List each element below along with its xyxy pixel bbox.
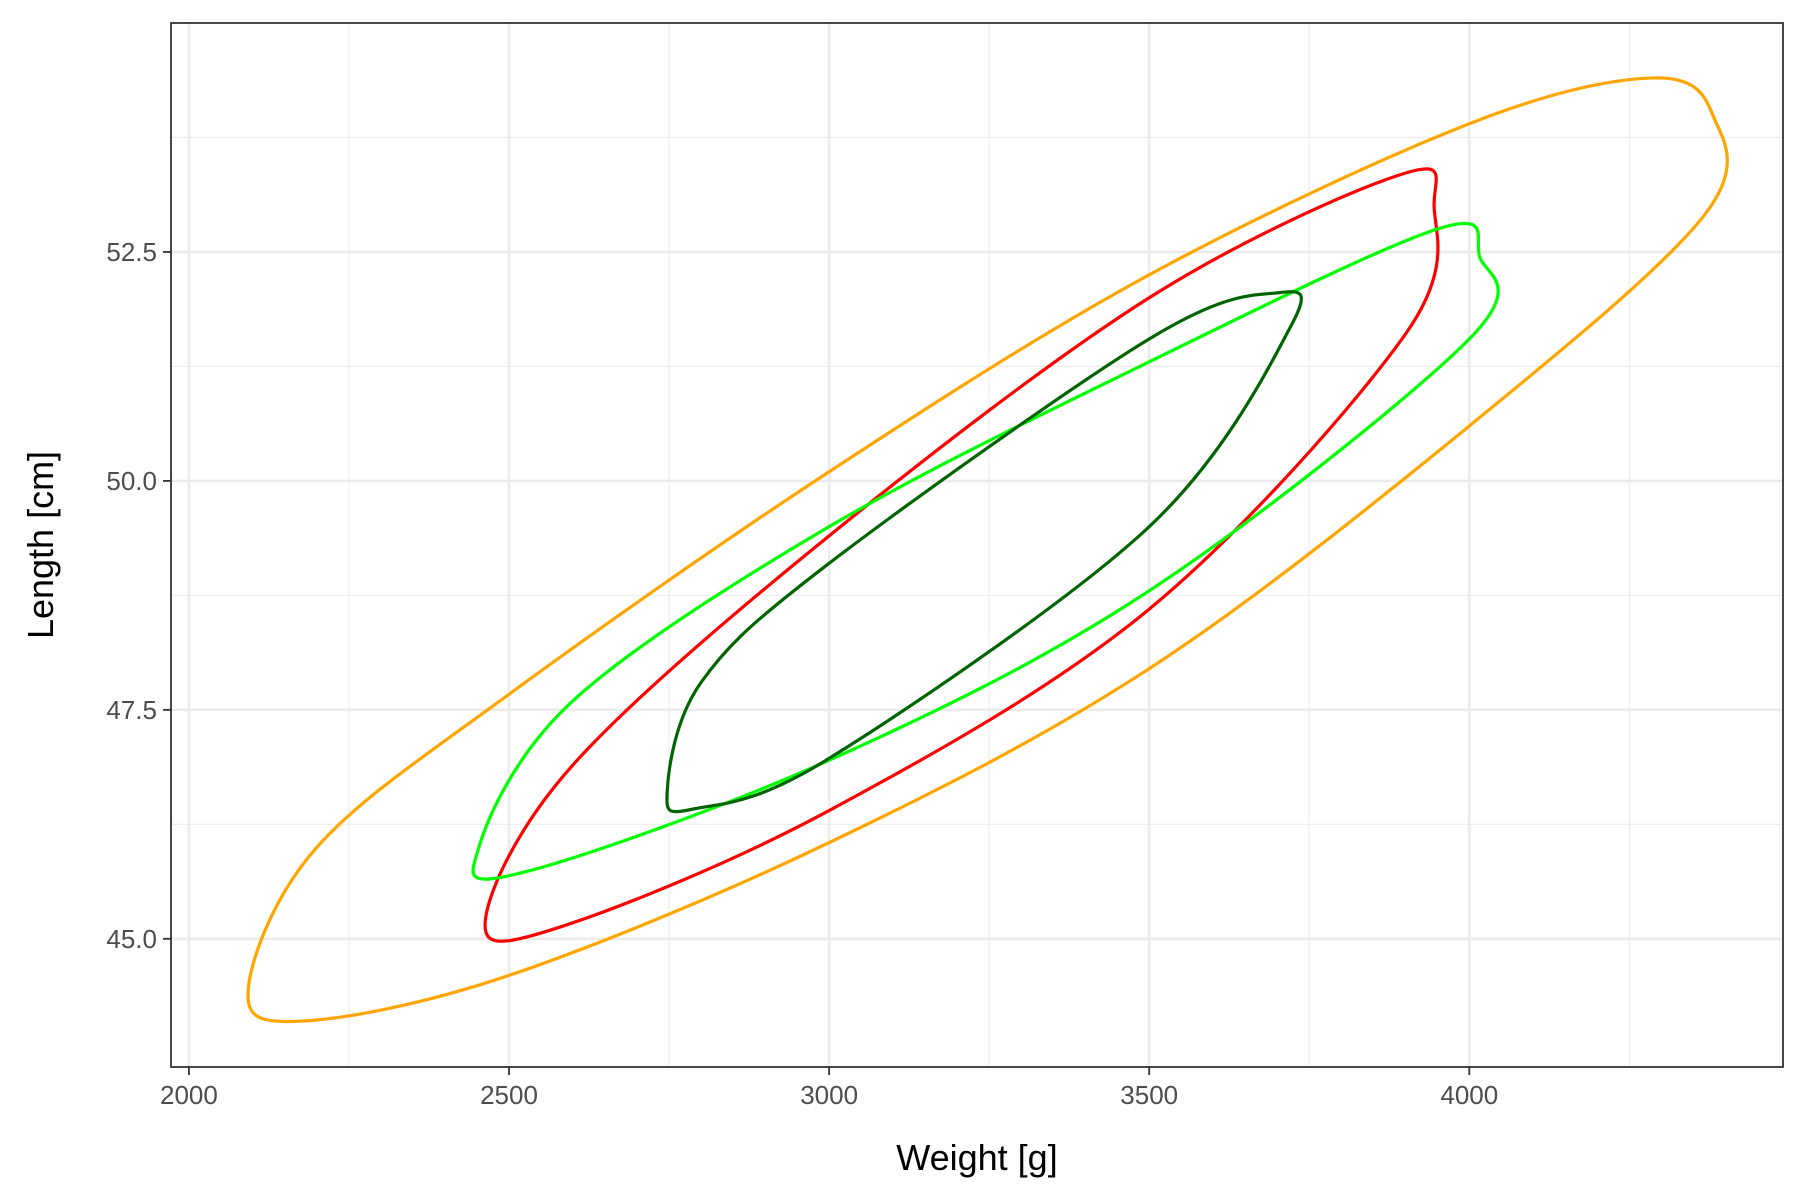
x-axis: 2000 2500 3000 3500 4000	[160, 1067, 1498, 1110]
series-4-contour	[665, 290, 1303, 814]
minor-grid	[171, 23, 1783, 1067]
x-tick-label: 3500	[1120, 1080, 1178, 1110]
x-tick-label: 4000	[1440, 1080, 1498, 1110]
y-axis: 45.0 47.5 50.0 52.5	[106, 237, 171, 954]
x-tick-label: 2000	[160, 1080, 218, 1110]
y-tick-label: 47.5	[106, 695, 157, 725]
panel-border	[170, 22, 1784, 1068]
y-tick-label: 50.0	[106, 466, 157, 496]
y-tick-label: 52.5	[106, 237, 157, 267]
y-axis-title: Length [cm]	[20, 451, 61, 639]
x-tick-label: 3000	[800, 1080, 858, 1110]
series-3-contour	[471, 221, 1500, 881]
series-1-contour	[246, 76, 1729, 1024]
series-2-contour	[483, 167, 1440, 943]
y-tick-label: 45.0	[106, 924, 157, 954]
x-axis-title: Weight [g]	[896, 1137, 1057, 1178]
major-grid	[171, 23, 1783, 1067]
panel-background	[171, 23, 1783, 1067]
x-tick-label: 2500	[480, 1080, 538, 1110]
series-layer	[246, 76, 1729, 1024]
